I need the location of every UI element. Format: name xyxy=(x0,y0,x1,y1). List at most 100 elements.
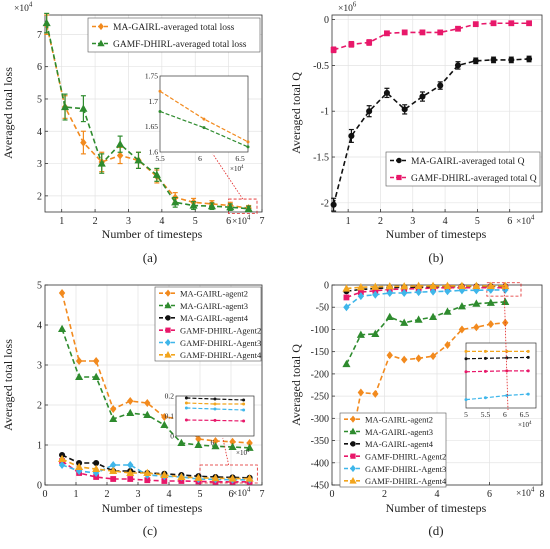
x-tick-label: 6 xyxy=(507,216,512,227)
y-tick-label: 2 xyxy=(37,191,42,202)
inset-frame xyxy=(175,395,255,437)
inset-data-point xyxy=(202,126,206,130)
y-axis-exponent: ×106 xyxy=(338,2,357,14)
legend-swatch-marker xyxy=(396,157,402,164)
data-point xyxy=(526,55,533,63)
data-point xyxy=(160,470,169,479)
data-point xyxy=(455,25,461,32)
inset-y-tick-label: 1.75 xyxy=(145,72,158,81)
x-tick-label: 6 xyxy=(229,489,234,500)
inset-data-point xyxy=(483,349,487,353)
data-point xyxy=(371,282,380,290)
inset-x-tick-label: 5 xyxy=(464,410,468,419)
data-point xyxy=(414,315,423,323)
data-point xyxy=(171,198,180,206)
x-tick-label: 2 xyxy=(382,489,387,500)
inset-plot: 6 0 0.1 0.2 ×104 xyxy=(165,392,255,466)
data-point xyxy=(366,39,373,46)
inset-x-tick-label: 5.5 xyxy=(155,154,165,163)
x-tick-label: 4 xyxy=(435,489,440,500)
x-tick-label: 2 xyxy=(105,489,110,500)
data-point xyxy=(357,388,365,397)
data-point xyxy=(126,408,135,417)
data-point xyxy=(245,443,254,451)
data-point xyxy=(194,473,203,481)
inset-plot: 5 5.5 6 6.5×104 xyxy=(464,282,537,429)
legend-swatch-marker xyxy=(350,453,356,459)
x-tick-label: 6 xyxy=(487,489,492,500)
data-point xyxy=(419,29,426,36)
series-1 xyxy=(42,12,253,212)
data-point xyxy=(437,82,444,89)
legend-swatch-marker xyxy=(164,301,172,309)
y-axis-label: Averaged total Q xyxy=(289,72,303,154)
legend-label: MA-GAIRL-agent4 xyxy=(365,439,434,449)
inset-series-line xyxy=(186,397,244,401)
y-tick-label: -450 xyxy=(311,481,329,492)
series-line xyxy=(61,328,250,449)
y-axis-label: Averaged total loss xyxy=(1,339,15,431)
data-point xyxy=(92,356,100,366)
data-point xyxy=(75,462,84,471)
data-point xyxy=(372,290,379,299)
inset-data-point xyxy=(464,370,468,374)
data-point xyxy=(211,441,220,450)
inset-data-point xyxy=(483,369,487,373)
inset-series-line xyxy=(159,90,249,143)
series-5 xyxy=(58,454,254,482)
inset-data-point xyxy=(483,356,487,360)
data-point xyxy=(457,281,466,289)
legend-swatch-marker xyxy=(98,22,104,31)
panel-label: (d) xyxy=(428,523,443,538)
data-point xyxy=(244,204,253,212)
data-point xyxy=(144,398,151,408)
data-point xyxy=(501,297,510,305)
data-point xyxy=(194,440,203,449)
data-point xyxy=(419,93,426,100)
x-tick-label: 3 xyxy=(410,216,415,227)
x-tick-label: 4 xyxy=(443,216,448,227)
data-point xyxy=(371,329,380,337)
data-point xyxy=(384,30,390,37)
inset-series-line xyxy=(186,419,244,422)
inset-data-point xyxy=(464,398,468,402)
data-point xyxy=(58,460,66,470)
x-tick-label: 6 xyxy=(226,216,231,227)
data-point xyxy=(80,138,87,147)
plot-frame xyxy=(44,14,263,213)
inset-y-tick-label: 0 xyxy=(170,432,174,441)
series-line xyxy=(333,22,530,51)
legend-box xyxy=(87,17,261,53)
data-point xyxy=(245,474,254,482)
data-point xyxy=(356,282,365,291)
y-tick-label: 4 xyxy=(37,321,42,332)
inset-x-tick-label: 5.5 xyxy=(481,410,491,419)
data-point xyxy=(437,29,444,36)
data-point xyxy=(42,18,51,27)
inset-y-tick-label: 1.6 xyxy=(149,148,159,157)
data-point xyxy=(189,201,198,209)
inset-series-line xyxy=(465,370,529,373)
panel-d: 0 2 4 6 8 -450 -400 -350 -300 -250 -200 -150 -100 -50… xyxy=(289,281,545,539)
data-point xyxy=(116,139,125,148)
x-tick-label: 5 xyxy=(193,216,198,227)
x-axis-exponent: ×104 xyxy=(516,487,535,499)
series-line xyxy=(61,458,250,480)
data-point xyxy=(385,282,394,290)
data-point xyxy=(356,330,365,338)
y-tick-label: 0 xyxy=(324,281,329,292)
y-tick-label: 7 xyxy=(37,30,42,41)
panel-label: (a) xyxy=(143,250,157,265)
data-point xyxy=(109,414,118,423)
x-axis-label: Number of timesteps xyxy=(386,227,487,241)
inset-x-tick-label: 6 xyxy=(198,154,202,163)
inset-data-point xyxy=(213,418,217,422)
data-point xyxy=(160,420,169,429)
y-tick-label: -2 xyxy=(321,198,329,209)
x-axis-exponent: ×104 xyxy=(232,215,251,227)
data-point xyxy=(161,412,168,422)
inset-series-line xyxy=(465,393,529,401)
inset-exponent: ×104 xyxy=(518,420,532,429)
series-1 xyxy=(342,297,510,368)
x-tick-label: 4 xyxy=(167,489,172,500)
